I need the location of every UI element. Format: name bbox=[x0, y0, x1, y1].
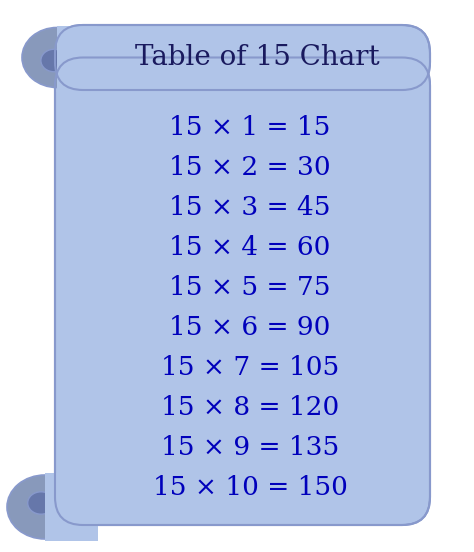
Text: 15 × 5 = 75: 15 × 5 = 75 bbox=[169, 275, 331, 300]
Ellipse shape bbox=[27, 492, 55, 514]
Ellipse shape bbox=[7, 475, 83, 539]
FancyBboxPatch shape bbox=[55, 25, 430, 90]
Text: 15 × 10 = 150: 15 × 10 = 150 bbox=[153, 475, 347, 500]
Bar bbox=[57, 25, 97, 89]
Bar bbox=[56, 57, 429, 92]
Ellipse shape bbox=[22, 28, 92, 88]
Text: 15 × 8 = 120: 15 × 8 = 120 bbox=[161, 395, 339, 420]
FancyBboxPatch shape bbox=[55, 57, 430, 525]
Text: 15 × 1 = 15: 15 × 1 = 15 bbox=[169, 115, 331, 140]
Text: 15 × 4 = 60: 15 × 4 = 60 bbox=[169, 235, 331, 260]
Text: 15 × 2 = 30: 15 × 2 = 30 bbox=[169, 155, 331, 181]
Text: 15 × 7 = 105: 15 × 7 = 105 bbox=[161, 355, 339, 380]
Ellipse shape bbox=[41, 49, 67, 72]
Text: Table of 15 Chart: Table of 15 Chart bbox=[135, 44, 380, 71]
Text: 15 × 3 = 45: 15 × 3 = 45 bbox=[169, 195, 331, 220]
Text: 15 × 9 = 135: 15 × 9 = 135 bbox=[161, 434, 339, 460]
Bar bbox=[45, 473, 98, 541]
Text: 15 × 6 = 90: 15 × 6 = 90 bbox=[169, 315, 331, 340]
